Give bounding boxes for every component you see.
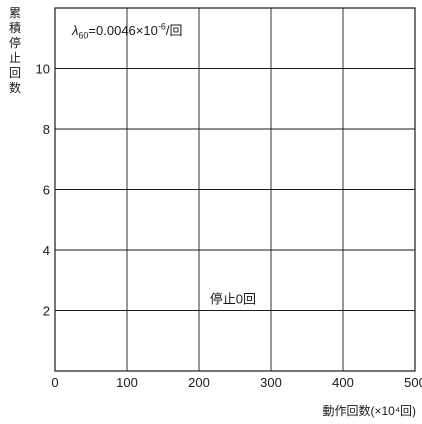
x-tick-label: 0: [51, 375, 58, 390]
x-tick-label: 400: [332, 375, 354, 390]
y-tick-label: 4: [43, 243, 50, 258]
formula-end: /回: [165, 23, 183, 38]
formula-symbol: λ: [72, 23, 79, 38]
x-tick-label: 500: [404, 375, 422, 390]
formula-middle: =0.0046×10: [88, 23, 158, 38]
formula-superscript: -6: [157, 21, 166, 32]
x-tick-label: 200: [188, 375, 210, 390]
y-tick-label: 8: [43, 122, 50, 137]
x-tick-label: 100: [116, 375, 138, 390]
x-axis-label: 動作回数(×10⁴回): [322, 404, 416, 418]
x-tick-label: 300: [260, 375, 282, 390]
y-tick-label: 2: [43, 304, 50, 319]
failure-rate-formula: λ60=0.0046×10-6/回: [72, 20, 182, 41]
y-tick-label: 10: [36, 62, 50, 77]
annotation-label: 停止0回: [210, 291, 256, 306]
y-tick-label: 6: [43, 183, 50, 198]
formula-subscript: 60: [78, 30, 89, 41]
y-axis-label: 累積停止回数: [8, 6, 21, 95]
